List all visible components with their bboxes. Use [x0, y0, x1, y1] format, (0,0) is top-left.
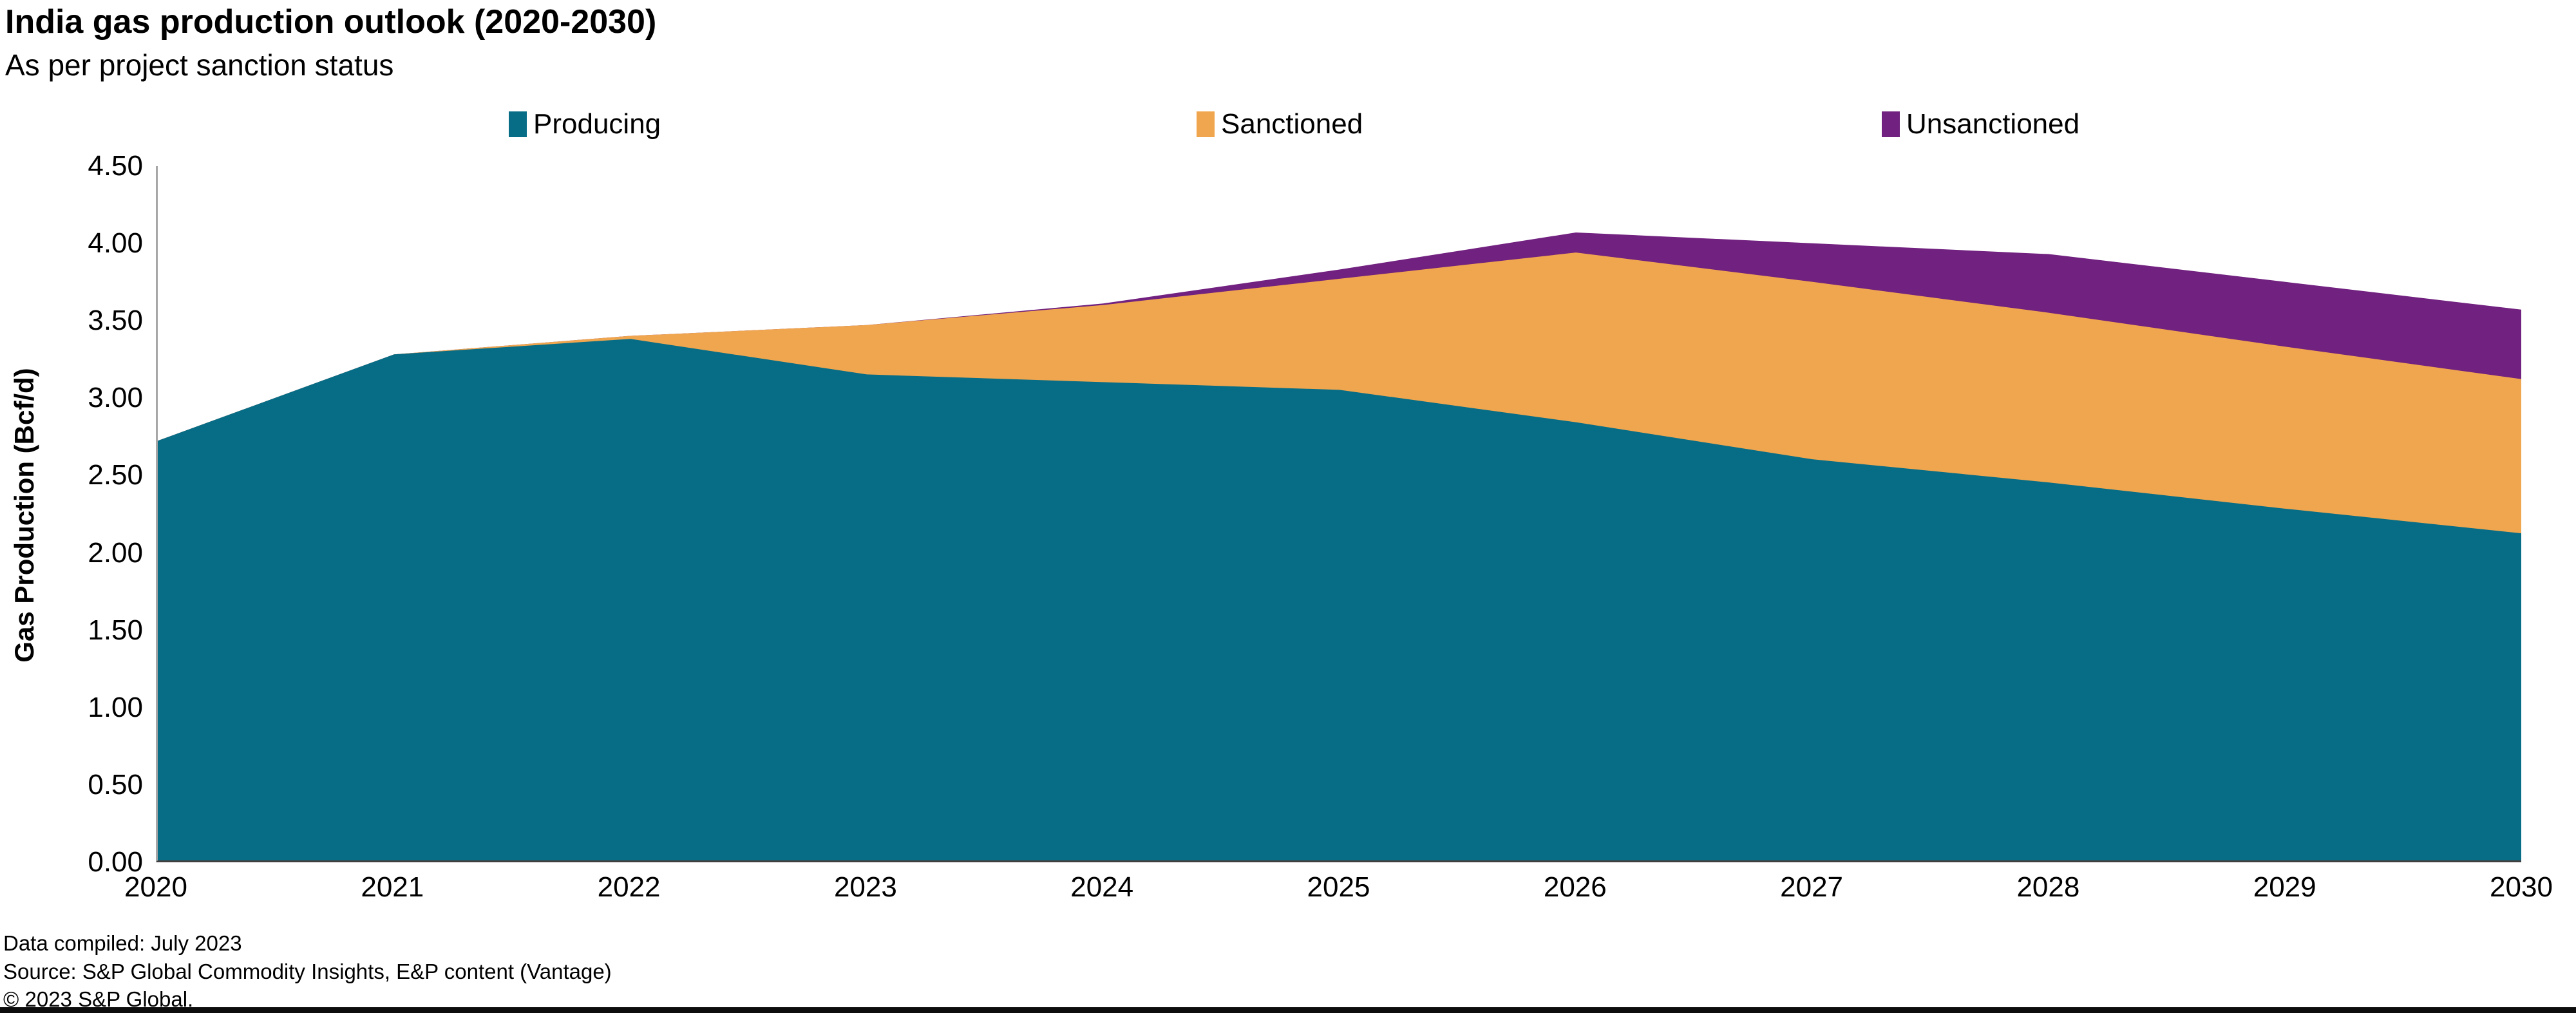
area-series-producing [158, 339, 2521, 860]
x-tick-label: 2026 [1543, 871, 1607, 903]
legend-item-sanctioned: Sanctioned [1197, 108, 1363, 140]
legend: Producing Sanctioned Unsanctioned [0, 108, 2576, 147]
footer-data-compiled: Data compiled: July 2023 [3, 931, 242, 955]
x-tick-label: 2030 [2490, 871, 2553, 903]
x-tick-label: 2021 [361, 871, 424, 903]
plot-area [156, 166, 2521, 862]
y-tick-label: 1.50 [88, 614, 143, 646]
x-tick-label: 2022 [597, 871, 661, 903]
x-tick-label: 2027 [1780, 871, 1844, 903]
legend-label: Producing [533, 108, 661, 140]
y-tick-label: 0.00 [88, 846, 143, 878]
footer-copyright: © 2023 S&P Global. [3, 987, 194, 1011]
y-tick-label: 2.00 [88, 536, 143, 569]
x-tick-label: 2029 [2253, 871, 2316, 903]
y-tick-label: 0.50 [88, 768, 143, 800]
legend-swatch-unsanctioned [1882, 111, 1900, 137]
y-axis-title: Gas Production (Bcf/d) [9, 368, 39, 663]
legend-item-unsanctioned: Unsanctioned [1882, 108, 2079, 140]
y-tick-label: 4.00 [88, 227, 143, 260]
stacked-area-chart [158, 232, 2521, 860]
chart-subtitle: As per project sanction status [5, 48, 394, 82]
legend-label: Sanctioned [1221, 108, 1363, 140]
legend-swatch-sanctioned [1197, 111, 1215, 137]
x-tick-label: 2025 [1307, 871, 1370, 903]
chart-title: India gas production outlook (2020-2030) [5, 3, 657, 41]
legend-item-producing: Producing [509, 108, 661, 140]
footer-source: Source: S&P Global Commodity Insights, E… [3, 960, 612, 983]
x-tick-label: 2023 [833, 871, 897, 903]
legend-swatch-producing [509, 111, 527, 137]
y-tick-label: 2.50 [88, 459, 143, 491]
y-tick-label: 1.00 [88, 691, 143, 723]
x-tick-label: 2024 [1070, 871, 1134, 903]
y-tick-label: 3.50 [88, 305, 143, 337]
x-tick-label: 2028 [2016, 871, 2080, 903]
y-tick-label: 3.00 [88, 382, 143, 414]
x-tick-label: 2020 [124, 871, 187, 903]
legend-label: Unsanctioned [1906, 108, 2080, 140]
brand-bottom-bar [0, 1007, 2576, 1013]
y-tick-label: 4.50 [88, 150, 143, 182]
